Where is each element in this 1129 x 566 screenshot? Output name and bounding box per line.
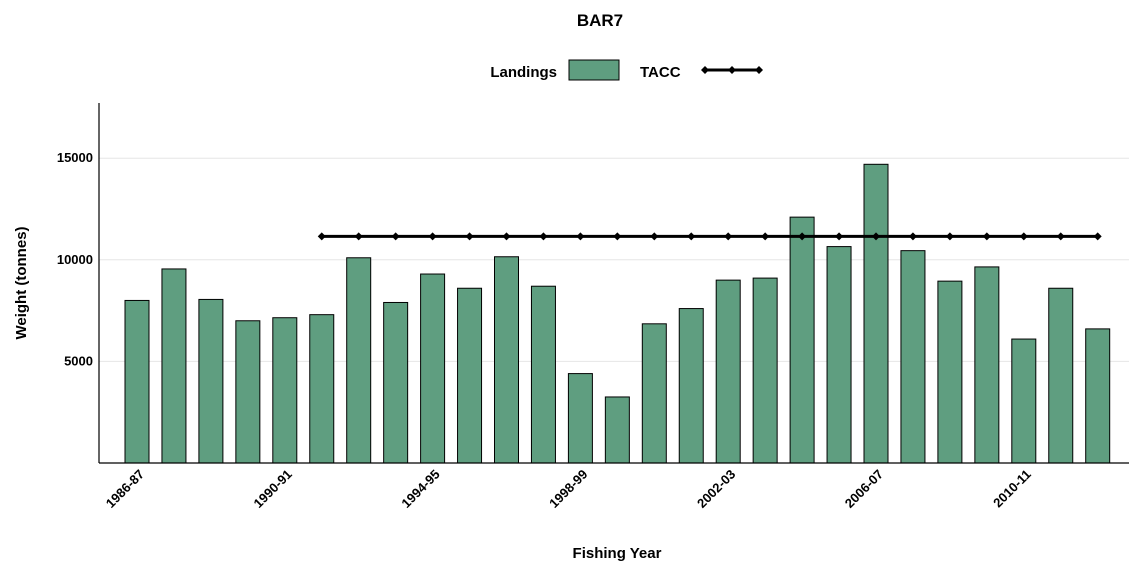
bar-landings [641, 323, 667, 464]
tacc-point [613, 232, 622, 241]
bar-landings [715, 279, 741, 464]
tacc-point [835, 232, 844, 241]
bar-landings [235, 320, 261, 464]
tacc-point [982, 232, 991, 241]
bar-landings [567, 373, 593, 464]
chart-title: BAR7 [577, 11, 623, 30]
bar-landings [420, 273, 446, 464]
bar-landings [1048, 287, 1074, 464]
bar-landings [604, 396, 630, 464]
x-tick-label: 2010-11 [990, 467, 1034, 511]
tacc-point [872, 232, 880, 241]
tacc-point [724, 232, 733, 241]
tacc-point [317, 232, 326, 241]
tacc-point [908, 232, 917, 241]
x-tick-label: 1998-99 [546, 467, 590, 511]
y-tick-label: 15000 [57, 150, 93, 165]
legend: Landings TACC [490, 59, 763, 81]
bar-landings [161, 268, 187, 464]
bar-landings [346, 257, 372, 464]
bar-landings [974, 266, 1000, 464]
tacc-point [354, 232, 363, 241]
bar-landings [494, 256, 519, 464]
bar-landings [124, 299, 150, 464]
bar-landings [752, 277, 778, 464]
bar-landings [826, 246, 852, 464]
x-tick-label: 2006-07 [842, 467, 886, 511]
bar-landings [383, 301, 409, 464]
legend-swatch-landings [568, 59, 620, 81]
x-tick-label: 1990-91 [251, 467, 295, 511]
bar-landings [900, 250, 926, 464]
y-tick-label: 10000 [57, 252, 93, 267]
legend-label-tacc: TACC [640, 64, 681, 81]
bar-landings [863, 163, 889, 464]
tacc-point [945, 232, 954, 241]
line-tacc [317, 232, 1102, 241]
bar-landings [198, 298, 224, 464]
bar-landings [678, 308, 704, 464]
tacc-point [687, 232, 696, 241]
tacc-point [1019, 232, 1028, 241]
legend-label-landings: Landings [490, 64, 557, 81]
x-axis-ticks: 1986-87 1990-91 1994-95 1998-99 2002-03 2006-… [103, 467, 1034, 511]
bar-landings [309, 314, 335, 464]
tacc-point [428, 232, 437, 241]
tacc-point [1093, 232, 1102, 241]
bar-landings [1085, 328, 1111, 464]
tacc-point [798, 232, 807, 241]
y-tick-label: 5000 [64, 353, 93, 368]
x-axis-title: Fishing Year [573, 545, 662, 562]
bar-landings [1011, 338, 1037, 464]
bars-landings [124, 163, 1111, 464]
bar-landings [272, 317, 298, 464]
x-tick-label: 1986-87 [103, 467, 147, 511]
bar-landings [530, 285, 556, 464]
tacc-point [465, 232, 474, 241]
x-tick-label: 2002-03 [694, 467, 738, 511]
x-tick-label: 1994-95 [398, 467, 442, 511]
bar-landings [937, 280, 963, 464]
tacc-point [391, 232, 400, 241]
tacc-point [650, 232, 659, 241]
tacc-point [539, 232, 548, 241]
tacc-point [761, 232, 770, 241]
tacc-point [502, 232, 511, 241]
tacc-point [576, 232, 585, 241]
bar-landings [789, 216, 815, 464]
y-axis-ticks: 5000 10000 15000 [57, 150, 93, 368]
legend-swatch-tacc [701, 66, 763, 74]
bar-landings [457, 287, 483, 464]
y-axis-title: Weight (tonnes) [13, 226, 30, 339]
tacc-point [1056, 232, 1065, 241]
